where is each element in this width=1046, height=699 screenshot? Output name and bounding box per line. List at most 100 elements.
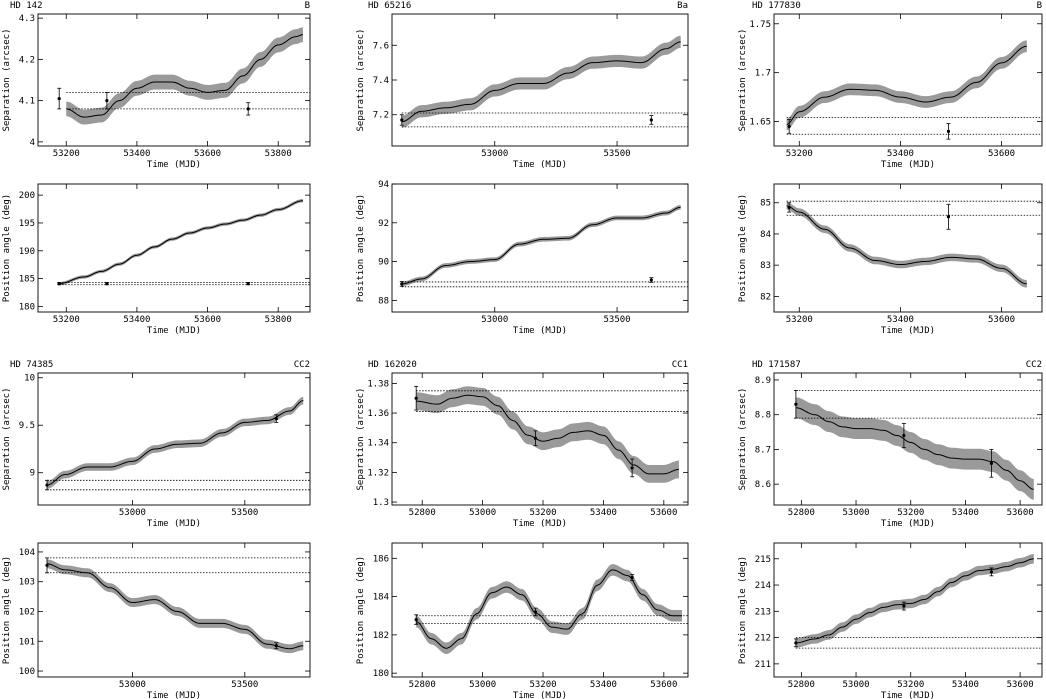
plot-area	[44, 557, 310, 654]
x-tick-label: 53600	[194, 149, 221, 159]
uncertainty-band	[401, 35, 681, 128]
star-title: HD 177830	[752, 1, 801, 11]
x-tick-label: 53200	[897, 680, 924, 690]
x-axis-title: Time (MJD)	[513, 691, 567, 699]
x-tick-label: 53000	[119, 680, 146, 690]
y-tick-label: 1.38	[367, 379, 389, 389]
x-tick-label: 53000	[469, 680, 496, 690]
y-tick-label: 213	[755, 607, 771, 617]
plot-frame	[391, 183, 689, 313]
plot-panel: 53200 53400 53600 82 83 84 85 Time (MJD) Positio…	[738, 183, 1043, 336]
y-tick-label: 4	[30, 138, 35, 148]
y-axis-title: Separation (arcsec)	[356, 29, 366, 132]
data-point	[414, 617, 418, 622]
plot-area	[57, 199, 310, 286]
plot-frame	[773, 183, 1043, 313]
y-tick-label: 182	[373, 631, 389, 641]
plot-frame	[37, 183, 311, 313]
uncertainty-band	[46, 559, 304, 654]
component-label: B	[1037, 1, 1042, 11]
star-title: HD 162020	[368, 360, 417, 370]
y-tick-label: 1.32	[367, 468, 389, 478]
component-label: B	[305, 1, 310, 11]
y-tick-label: 83	[760, 261, 771, 271]
plot-panel: 52800 53000 53200 53400 53600 180 182 184 186 Tim…	[356, 542, 689, 699]
x-axis-title: Time (MJD)	[147, 691, 201, 699]
model-line	[416, 394, 679, 475]
model-line	[415, 569, 682, 649]
y-axis-title: Position angle (deg)	[738, 194, 748, 302]
x-tick-label: 53600	[650, 508, 677, 518]
plot-area	[414, 385, 688, 483]
model-line	[401, 41, 681, 123]
data-point	[787, 205, 791, 210]
x-tick-label: 53000	[481, 149, 508, 159]
uncertainty-band	[66, 27, 303, 125]
plot-frame	[391, 542, 689, 678]
model-line	[795, 558, 1034, 644]
uncertainty-band	[46, 396, 304, 489]
y-tick-label: 184	[373, 593, 389, 603]
data-point	[630, 575, 634, 580]
y-tick-label: 211	[755, 660, 771, 670]
data-point	[533, 436, 538, 440]
y-tick-label: 195	[19, 219, 35, 229]
data-point	[246, 107, 250, 111]
plot-area	[793, 389, 1042, 500]
x-tick-label: 53600	[988, 149, 1015, 159]
x-axis-title: Time (MJD)	[513, 519, 567, 529]
x-axis-title: Time (MJD)	[881, 519, 935, 529]
x-tick-label: 53600	[1007, 508, 1034, 518]
y-tick-label: 1.36	[367, 409, 389, 419]
x-tick-label: 53400	[590, 508, 617, 518]
uncertainty-band	[401, 204, 681, 287]
plot-panel: 53200 53400 53600 53800 4 4.1 4.2 4.3 Time (MJD)…	[2, 13, 311, 170]
y-tick-label: 10	[24, 374, 35, 384]
plot-area	[786, 40, 1042, 140]
plot-area	[786, 200, 1042, 288]
data-point	[45, 483, 49, 487]
model-line	[66, 34, 304, 118]
star-title: HD 142	[10, 1, 43, 11]
plot-frame	[773, 542, 1043, 678]
star-title: HD 74385	[10, 360, 53, 370]
y-tick-label: 82	[760, 292, 771, 302]
y-tick-label: 84	[760, 230, 771, 240]
x-tick-label: 53000	[469, 508, 496, 518]
x-tick-label: 53200	[53, 149, 80, 159]
model-line	[46, 563, 304, 650]
data-point	[45, 563, 49, 567]
y-tick-label: 4.2	[19, 55, 35, 65]
y-axis-title: Position angle (deg)	[738, 556, 748, 664]
x-tick-label: 53200	[786, 315, 813, 325]
data-point	[787, 124, 791, 129]
x-axis-title: Time (MJD)	[513, 326, 567, 336]
uncertainty-band	[416, 564, 682, 654]
data-point	[946, 129, 951, 133]
component-label: CC2	[294, 360, 310, 370]
data-point	[57, 96, 61, 101]
x-tick-label: 53000	[842, 508, 869, 518]
data-point	[400, 282, 404, 286]
y-axis-title: Separation (arcsec)	[2, 388, 12, 491]
y-tick-label: 186	[373, 554, 389, 564]
x-tick-label: 53500	[231, 508, 258, 518]
y-axis-title: Separation (arcsec)	[738, 388, 748, 491]
x-axis-title: Time (MJD)	[147, 519, 201, 529]
plot-panel: 52800 53000 53200 53400 53600 8.6 8.7 8.8 8.9 Tim…	[738, 372, 1043, 529]
x-tick-label: 53500	[231, 680, 258, 690]
plot-area	[399, 204, 688, 288]
data-point	[533, 610, 538, 614]
component-label: CC2	[1026, 360, 1042, 370]
x-tick-label: 53500	[604, 149, 631, 159]
y-tick-label: 180	[19, 302, 35, 312]
y-tick-label: 7.2	[373, 111, 389, 121]
plot-frame	[37, 372, 311, 506]
y-tick-label: 85	[760, 199, 771, 209]
y-tick-label: 90	[378, 258, 389, 268]
plot-area	[399, 35, 688, 128]
plot-frame	[37, 542, 311, 678]
y-tick-label: 8.8	[755, 411, 771, 421]
plot-panel: 52800 53000 53200 53400 53600 211 212 213 214 215…	[738, 542, 1043, 699]
x-axis-title: Time (MJD)	[513, 160, 567, 170]
